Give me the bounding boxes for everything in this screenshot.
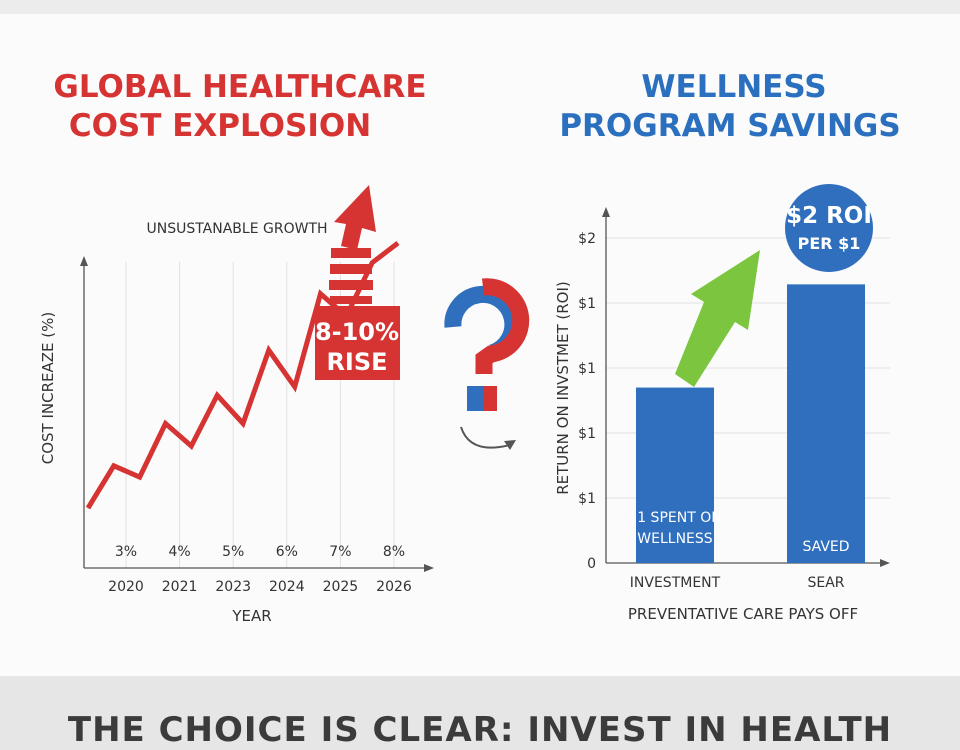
bar-label-investment: WELLNESS: [637, 531, 712, 547]
right-y-tick-label: 0: [587, 556, 596, 572]
rise-badge-line-2: RISE: [326, 348, 387, 376]
left-x-tick-label: 2021: [162, 579, 198, 595]
question-mark-icon: [444, 278, 530, 450]
left-x-tick-label: 2026: [376, 579, 412, 595]
right-category-label: SEAR: [807, 575, 844, 591]
footer-headline: THE CHOICE IS CLEAR: INVEST IN HEALTH: [67, 710, 893, 750]
rise-badge-line-1: 8-10%: [315, 318, 399, 346]
roi-badge: [785, 184, 873, 272]
right-y-axis-label: RETURN ON INVSTMET (ROI): [554, 281, 572, 495]
left-value-label: 7%: [329, 544, 351, 560]
left-title-line-1: GLOBAL HEALTHCARE: [53, 69, 426, 105]
right-category-label: INVESTMENT: [630, 575, 721, 591]
roi-growth-arrow-icon: [675, 250, 760, 387]
left-value-label: 5%: [222, 544, 244, 560]
left-x-tick-label: 2024: [269, 579, 305, 595]
roi-bar-chart: WELLNESS PROGRAM SAVINGS 0 $1 $1 $1 $1 $2 $1 …: [554, 69, 901, 623]
growth-annotation: UNSUSTANABLE GROWTH: [146, 221, 327, 237]
right-title-line-1: WELLNESS: [641, 69, 826, 105]
left-x-tick-label: 2025: [323, 579, 359, 595]
bar-investment: [636, 387, 714, 563]
bar-sear: [787, 284, 865, 563]
left-value-label: 3%: [115, 544, 137, 560]
right-y-tick-label: $1: [578, 296, 596, 312]
right-y-axis-arrow-icon: [602, 207, 610, 217]
left-value-labels: 3% 4% 5% 6% 7% 8%: [115, 544, 405, 560]
left-x-axis-arrow-icon: [424, 564, 434, 572]
left-title-line-2: COST EXPLOSION: [69, 108, 371, 144]
right-category-labels: INVESTMENT SEAR: [630, 575, 845, 591]
cost-line-chart: GLOBAL HEALTHCARE COST EXPLOSION UNSUSTA…: [39, 69, 434, 625]
roi-badge-line-1: $2 ROI: [786, 203, 872, 229]
growth-stack-icon: [329, 248, 373, 304]
right-title-line-2: PROGRAM SAVINGS: [559, 108, 900, 144]
right-y-tick-label: $1: [578, 426, 596, 442]
growth-arrowhead-icon: [334, 185, 376, 250]
right-y-tick-label: $1: [578, 491, 596, 507]
left-value-label: 8%: [383, 544, 405, 560]
right-y-tick-label: $1: [578, 361, 596, 377]
left-y-axis-arrow-icon: [80, 256, 88, 266]
footer-band: [0, 676, 960, 750]
left-x-axis-label: YEAR: [231, 607, 271, 625]
left-x-tick-label: 2020: [108, 579, 144, 595]
top-band: [0, 0, 960, 14]
rise-badge: [315, 306, 400, 380]
left-x-tick-label: 2023: [215, 579, 251, 595]
bar-label-investment: $1 SPENT ON: [628, 510, 721, 526]
right-y-tick-label: $2: [578, 231, 596, 247]
left-value-label: 6%: [276, 544, 298, 560]
roi-badge-line-2: PER $1: [798, 234, 861, 253]
right-x-axis-arrow-icon: [880, 559, 890, 567]
left-value-label: 4%: [168, 544, 190, 560]
left-y-axis-label: COST INCREAZE (%): [39, 312, 57, 465]
right-y-ticks: 0 $1 $1 $1 $1 $2: [578, 231, 596, 572]
left-x-ticks: 2020 2021 2023 2024 2025 2026: [108, 579, 412, 595]
right-caption: PREVENTATIVE CARE PAYS OFF: [628, 605, 858, 623]
bar-label-saved: SAVED: [802, 539, 849, 555]
right-bars: $1 SPENT ON WELLNESS SAVED: [628, 284, 865, 563]
